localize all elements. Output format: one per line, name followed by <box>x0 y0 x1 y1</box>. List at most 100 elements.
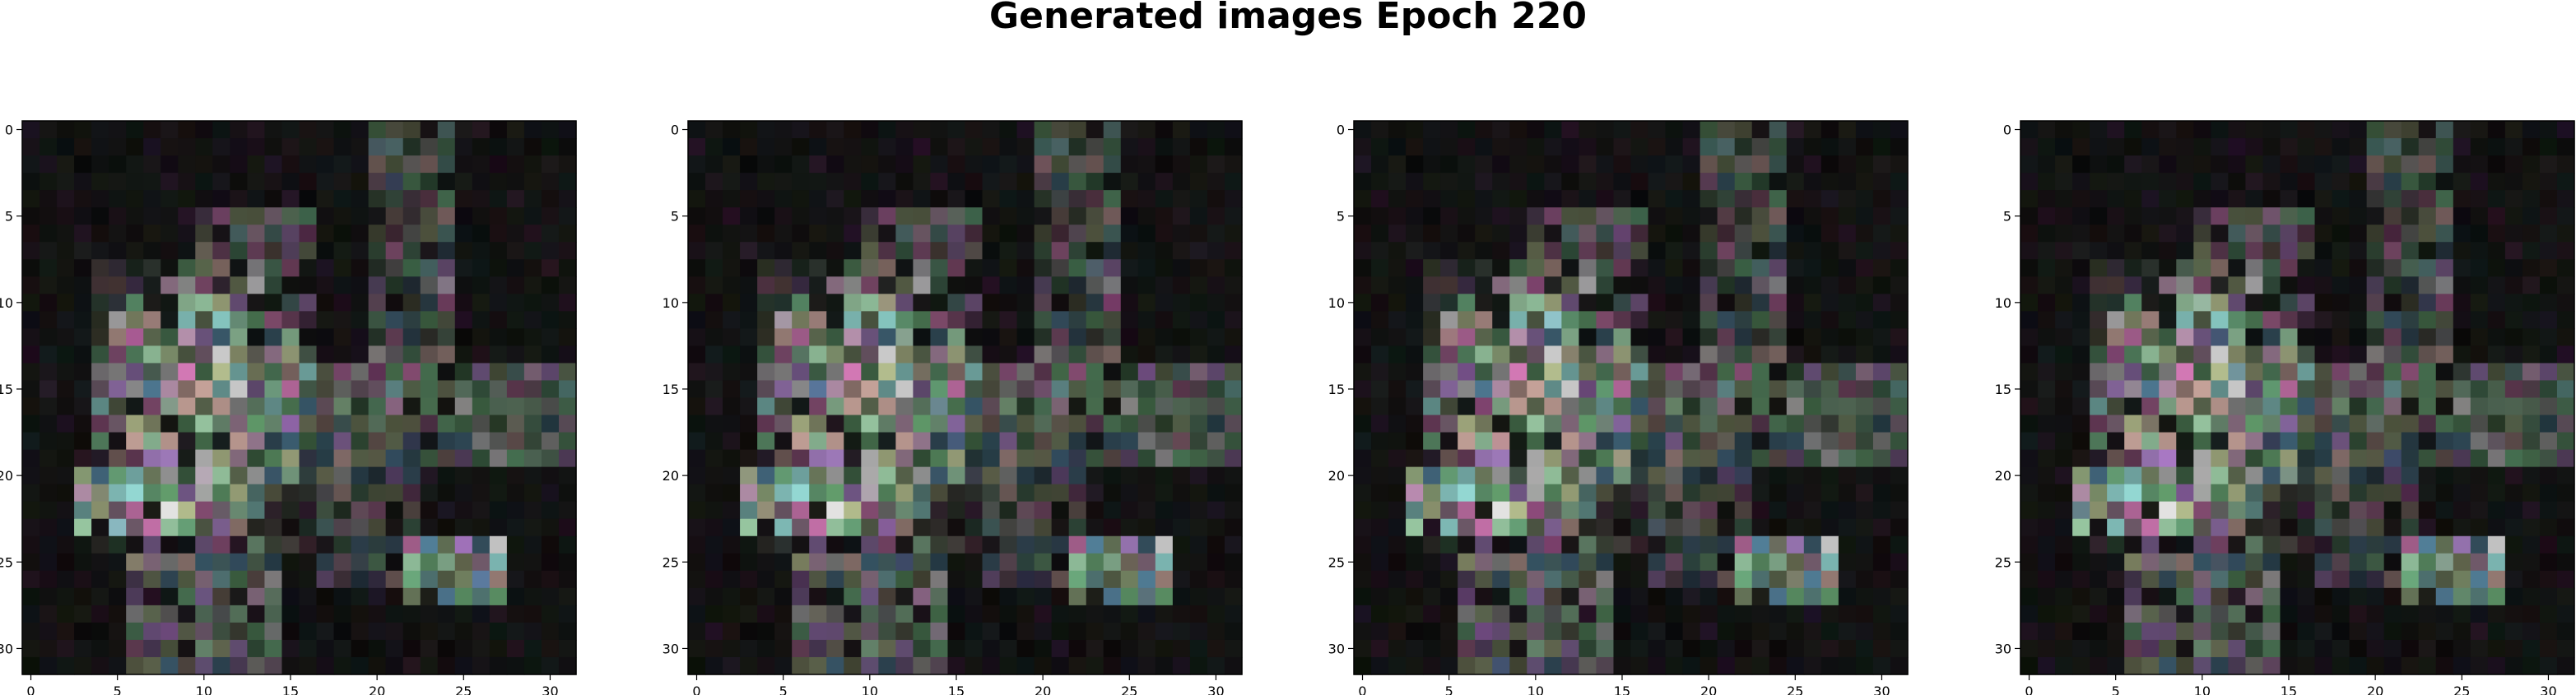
pixel-cell <box>1388 259 1407 277</box>
pixel-cell <box>160 432 179 451</box>
pixel-cell <box>368 121 387 139</box>
pixel-cell <box>723 535 741 554</box>
pixel-cell <box>1509 639 1527 658</box>
pixel-cell <box>1189 484 1208 503</box>
pixel-cell <box>523 415 542 433</box>
pixel-cell <box>1717 570 1736 589</box>
pixel-cell <box>1224 553 1243 572</box>
pixel-cell <box>1224 484 1243 503</box>
pixel-cell <box>178 518 196 537</box>
pixel-cell <box>2487 294 2506 312</box>
pixel-cell <box>965 605 983 623</box>
pixel-cell <box>792 466 810 485</box>
pixel-cell <box>792 207 810 225</box>
pixel-cell <box>740 622 758 641</box>
pixel-cell <box>2176 173 2194 191</box>
pixel-cell <box>2314 225 2333 243</box>
pixel-cell <box>947 138 966 156</box>
pixel-cell <box>1648 639 1667 658</box>
pixel-cell <box>57 656 75 675</box>
pixel-cell <box>2453 656 2471 675</box>
pixel-cell <box>1751 622 1770 641</box>
pixel-cell <box>1769 242 1788 260</box>
pixel-cell <box>1224 501 1243 520</box>
pixel-cell <box>91 242 109 260</box>
pixel-cell <box>1172 380 1191 399</box>
pixel-cell <box>143 207 161 225</box>
pixel-cell <box>2038 432 2056 451</box>
pixel-cell <box>1648 276 1667 294</box>
pixel-cell <box>420 328 439 347</box>
pixel-cell <box>757 570 775 589</box>
pixel-cell <box>368 173 387 191</box>
pixel-cell <box>1561 397 1580 416</box>
pixel-cell <box>999 121 1018 139</box>
pixel-cell <box>2038 155 2056 174</box>
pixel-cell <box>22 639 40 658</box>
pixel-cell <box>2418 311 2437 329</box>
pixel-cell <box>1872 121 1891 139</box>
pixel-cell <box>1120 639 1139 658</box>
pixel-cell <box>1120 605 1139 623</box>
pixel-cell <box>2383 225 2402 243</box>
pixel-cell <box>1086 311 1104 329</box>
pixel-cell <box>1579 449 1597 468</box>
pixel-cell <box>740 276 758 294</box>
pixel-cell <box>2176 363 2194 382</box>
pixel-cell <box>160 276 179 294</box>
pixel-cell <box>1189 466 1208 485</box>
pixel-cell <box>316 415 335 433</box>
pixel-cell <box>1016 363 1035 382</box>
pixel-cell <box>1172 570 1191 589</box>
pixel-cell <box>1189 535 1208 554</box>
pixel-cell <box>1120 518 1139 537</box>
pixel-cell <box>1648 605 1667 623</box>
pixel-cell <box>1803 294 1822 312</box>
pixel-cell <box>22 276 40 294</box>
pixel-cell <box>1224 276 1243 294</box>
pixel-cell <box>2349 656 2368 675</box>
pixel-cell <box>40 605 58 623</box>
pixel-cell <box>2020 363 2039 382</box>
pixel-cell <box>792 138 810 156</box>
pixel-cell <box>2262 276 2281 294</box>
pixel-cell <box>1155 553 1174 572</box>
pixel-cell <box>1016 484 1035 503</box>
pixel-cell <box>1872 501 1891 520</box>
pixel-cell <box>40 294 58 312</box>
pixel-cell <box>2280 605 2299 623</box>
pixel-cell <box>1034 449 1053 468</box>
pixel-cell <box>930 449 949 468</box>
pixel-cell <box>2141 345 2160 364</box>
pixel-cell <box>126 207 144 225</box>
pixel-cell <box>2435 518 2454 537</box>
pixel-cell <box>1855 570 1874 589</box>
pixel-cell <box>809 328 827 347</box>
pixel-cell <box>1354 466 1372 485</box>
pixel-cell <box>2366 587 2385 606</box>
pixel-cell <box>368 484 387 503</box>
pixel-cell <box>264 501 283 520</box>
pixel-cell <box>2020 570 2039 589</box>
pixel-cell <box>1492 242 1510 260</box>
pixel-cell <box>1068 449 1087 468</box>
pixel-cell <box>91 363 109 382</box>
pixel-cell <box>2453 639 2471 658</box>
pixel-cell <box>333 397 352 416</box>
pixel-cell <box>1769 121 1788 139</box>
pixel-cell <box>2055 190 2073 208</box>
pixel-cell <box>2280 242 2299 260</box>
pixel-cell <box>809 587 827 606</box>
pixel-cell <box>1855 121 1874 139</box>
pixel-cell <box>2262 484 2281 503</box>
pixel-cell <box>2453 225 2471 243</box>
pixel-cell <box>2314 345 2333 364</box>
pixel-cell <box>195 501 213 520</box>
pixel-cell <box>844 276 862 294</box>
pixel-cell <box>316 656 335 675</box>
pixel-cell <box>2141 553 2160 572</box>
pixel-cell <box>1717 207 1736 225</box>
pixel-cell <box>2297 259 2316 277</box>
pixel-cell <box>230 345 249 364</box>
pixel-cell <box>999 155 1018 174</box>
